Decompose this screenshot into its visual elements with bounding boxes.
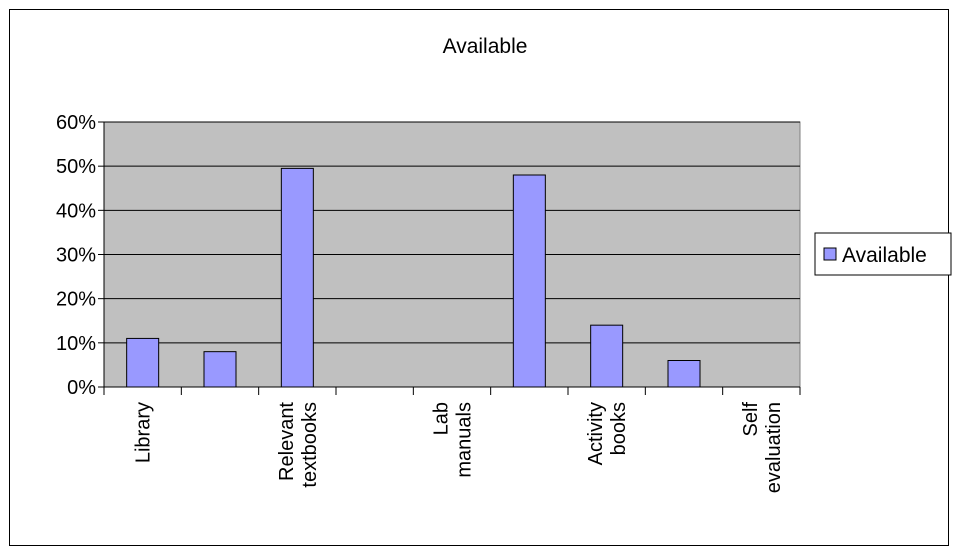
y-axis: 0% 10% 20% 30% 40% 50% 60% xyxy=(56,112,105,399)
y-tick-label: 10% xyxy=(56,333,96,355)
legend: Available xyxy=(814,232,952,276)
y-tick-label: 30% xyxy=(56,245,96,267)
y-tick-label: 20% xyxy=(56,289,96,311)
y-tick-label: 60% xyxy=(56,112,96,134)
bars xyxy=(126,167,701,388)
x-tick-label: manuals xyxy=(454,402,476,478)
x-tick-label: Library xyxy=(133,402,155,463)
x-tick-label: textbooks xyxy=(299,402,321,488)
x-tick-label: Lab xyxy=(431,402,453,435)
gridlines xyxy=(104,121,800,344)
bar xyxy=(126,337,160,388)
chart-title: Available xyxy=(443,35,528,58)
bar xyxy=(667,360,701,388)
legend-box xyxy=(814,232,952,276)
x-axis: Library Relevant textbooks Lab manuals Activi… xyxy=(103,386,801,493)
y-tick-label: 50% xyxy=(56,156,96,178)
bar xyxy=(203,351,237,388)
legend-swatch xyxy=(823,247,837,261)
y-tick-label: 0% xyxy=(67,377,96,399)
bar xyxy=(280,167,314,388)
x-tick-label: books xyxy=(608,402,630,455)
bar xyxy=(512,174,546,388)
bar xyxy=(590,324,624,388)
x-tick-label: Relevant xyxy=(276,402,298,481)
y-tick-label: 40% xyxy=(56,200,96,222)
legend-label: Available xyxy=(842,244,927,267)
x-tick-label: Self xyxy=(740,402,762,437)
x-tick-label: evaluation xyxy=(763,402,785,493)
x-tick-label: Activity xyxy=(585,402,607,465)
